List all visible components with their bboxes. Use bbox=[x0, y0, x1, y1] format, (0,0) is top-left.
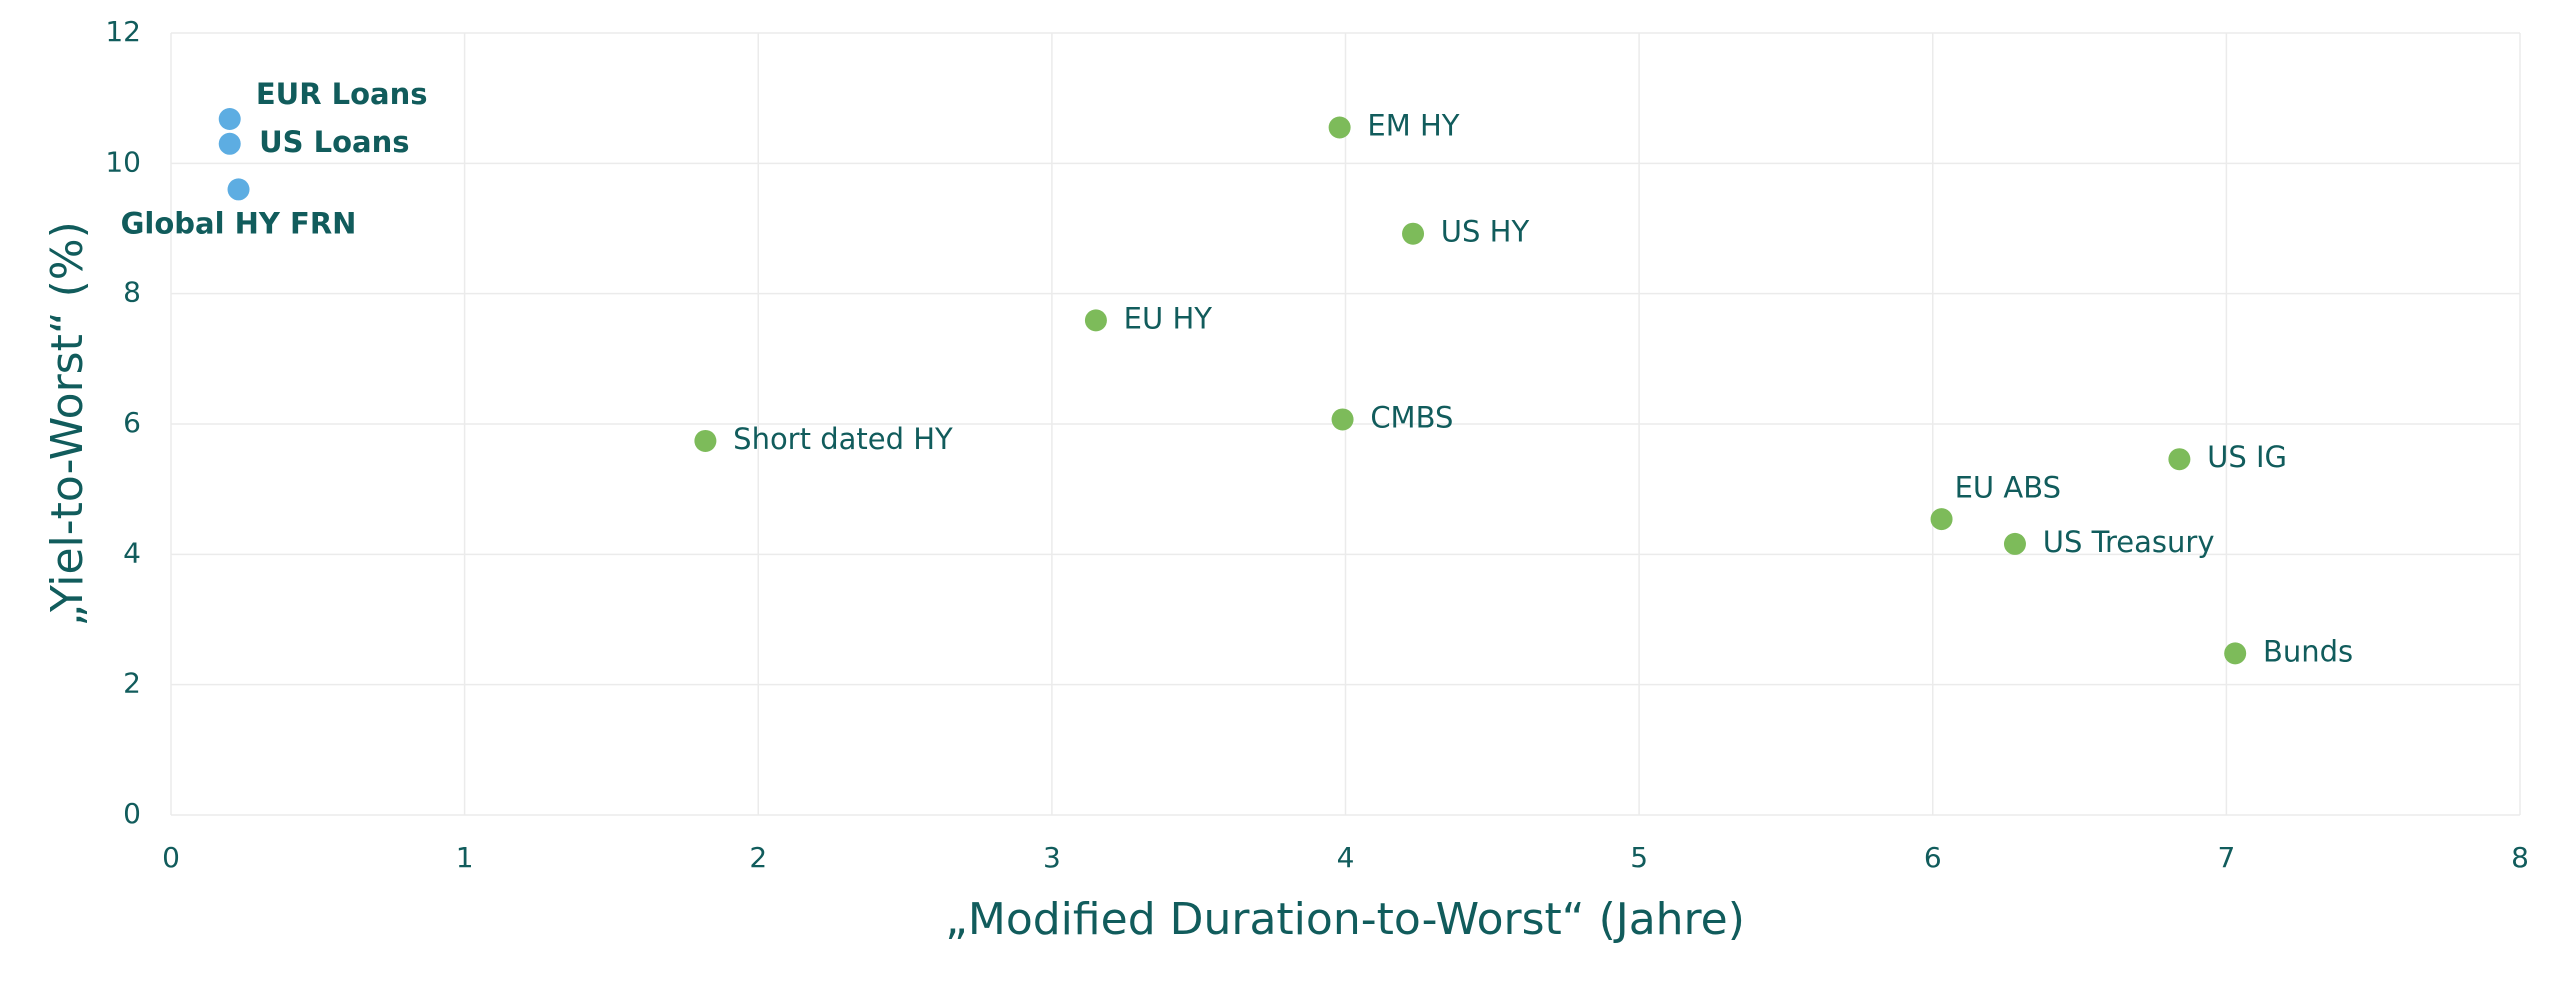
x-axis-title: „Modified Duration-to-Worst“ (Jahre) bbox=[945, 894, 1745, 945]
point-label: US Treasury bbox=[2043, 525, 2215, 559]
x-tick-label: 1 bbox=[456, 841, 474, 874]
x-tick-label: 8 bbox=[2511, 841, 2529, 874]
y-tick-label: 0 bbox=[123, 797, 141, 830]
data-point bbox=[1930, 508, 1953, 531]
y-axis-title: „Yiel-to-Worst“ (%) bbox=[42, 221, 93, 627]
point-label: US IG bbox=[2207, 440, 2287, 474]
point-label: Short dated HY bbox=[733, 422, 953, 456]
data-point bbox=[1084, 309, 1107, 332]
x-tick-label: 3 bbox=[1043, 841, 1061, 874]
y-tick-label: 2 bbox=[123, 667, 141, 700]
point-label: EU ABS bbox=[1955, 471, 2061, 505]
y-tick-label: 12 bbox=[105, 15, 141, 48]
y-tick-label: 6 bbox=[123, 406, 141, 439]
x-tick-label: 6 bbox=[1924, 841, 1942, 874]
data-point bbox=[218, 132, 241, 155]
x-tick-label: 5 bbox=[1630, 841, 1648, 874]
data-point bbox=[1328, 116, 1351, 139]
point-label: CMBS bbox=[1370, 400, 1453, 434]
point-label: US HY bbox=[1441, 215, 1530, 249]
data-point bbox=[694, 429, 717, 452]
point-label: EM HY bbox=[1367, 108, 1459, 142]
data-point bbox=[1402, 222, 1425, 245]
data-point bbox=[218, 108, 241, 131]
y-tick-label: 8 bbox=[123, 276, 141, 309]
x-tick-label: 0 bbox=[162, 841, 180, 874]
data-point bbox=[2224, 642, 2247, 665]
point-label: Global HY FRN bbox=[121, 206, 357, 240]
x-tick-label: 2 bbox=[749, 841, 767, 874]
data-point bbox=[1331, 408, 1354, 431]
data-point bbox=[227, 178, 250, 201]
y-tick-label: 4 bbox=[123, 536, 141, 569]
y-tick-label: 10 bbox=[105, 145, 141, 178]
point-label: US Loans bbox=[259, 125, 409, 159]
data-point bbox=[2168, 448, 2191, 471]
point-label: EU HY bbox=[1124, 301, 1213, 335]
point-label: Bunds bbox=[2263, 634, 2353, 668]
x-tick-label: 7 bbox=[2217, 841, 2235, 874]
point-label: EUR Loans bbox=[256, 77, 428, 111]
data-point bbox=[2003, 532, 2026, 555]
x-tick-label: 4 bbox=[1337, 841, 1355, 874]
